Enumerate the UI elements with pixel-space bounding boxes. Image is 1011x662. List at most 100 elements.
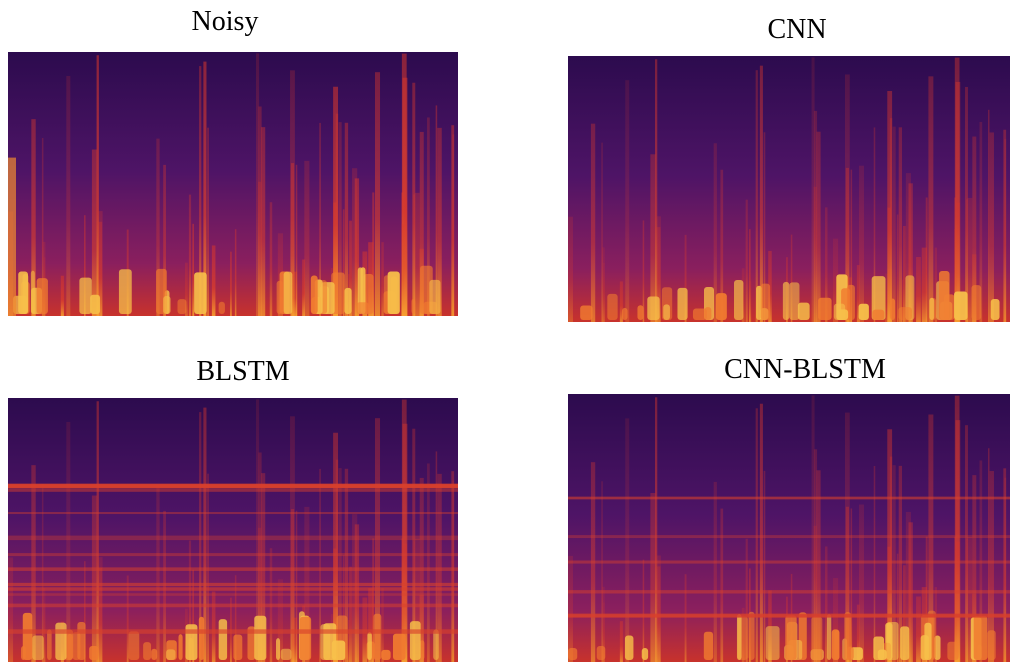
spectrogram-streak (825, 207, 828, 322)
spectrogram-blob (890, 298, 896, 320)
spectrogram-blob (151, 648, 158, 660)
spectrogram-streak (163, 164, 166, 316)
spectrogram-streak (256, 399, 260, 662)
spectrogram-streak (338, 122, 342, 316)
spectrogram-streak (745, 538, 748, 662)
spectrogram-streak (437, 127, 442, 316)
spectrogram-streak (342, 209, 345, 316)
spectrogram-blob (607, 293, 618, 320)
spectrogram-streak (185, 262, 188, 316)
spectrogram-streak (987, 448, 990, 662)
spectrogram-streak (833, 578, 839, 662)
spectrogram-streak (295, 510, 298, 662)
spectrogram-blob (748, 611, 755, 660)
spectrogram-streak (435, 451, 438, 662)
spectrogram-streak (342, 555, 345, 662)
spectrogram-blob (844, 612, 852, 660)
spectrogram-band (8, 512, 458, 515)
spectrogram-blob (568, 648, 578, 660)
spectrogram-streak (956, 541, 960, 662)
spectrogram-blob (280, 648, 292, 660)
spectrogram-streak (887, 429, 893, 662)
spectrogram-streak (290, 416, 295, 662)
spectrogram-streak (896, 214, 899, 322)
spectrogram-blob (36, 278, 48, 314)
spectrogram-streak (844, 74, 850, 322)
spectrogram-blob (331, 640, 346, 660)
panel-title: CNN (767, 14, 826, 45)
spectrogram-streak (258, 106, 262, 316)
spectrogram-streak (811, 57, 815, 322)
spectrogram-streak (401, 223, 405, 316)
spectrogram-streak (979, 460, 983, 662)
spectrogram-blob (934, 635, 941, 660)
spectrogram-blob (782, 281, 790, 320)
spectrogram-streak (256, 53, 260, 316)
spectrogram-streak (603, 602, 605, 662)
spectrogram-streak (199, 66, 202, 316)
spectrogram-streak (304, 160, 310, 316)
spectrogram-streak (258, 452, 262, 662)
spectrogram-streak (414, 192, 420, 316)
spectrogram-blob (765, 626, 780, 660)
spectrogram-streak (954, 395, 960, 662)
spectrogram-blob (177, 299, 187, 314)
spectrogram-blob (833, 303, 846, 320)
spectrogram-streak (921, 247, 927, 322)
spectrogram-streak (333, 86, 339, 316)
spectrogram-streak (892, 126, 896, 322)
spectrogram-streak (435, 105, 438, 316)
spectrogram-blob (411, 298, 416, 314)
spectrogram-streak (344, 122, 349, 316)
spectrogram-streak (916, 256, 921, 322)
spectrogram-streak (720, 508, 724, 662)
spectrogram-blob (734, 279, 744, 320)
spectrogram-streak (908, 522, 913, 662)
spectrogram-blob (736, 614, 742, 660)
spectrogram-streak (451, 471, 455, 662)
spectrogram-blob (954, 291, 968, 320)
spectrogram-blob (834, 629, 840, 660)
spectrogram-blob (392, 633, 406, 660)
spectrogram-blob (580, 305, 593, 320)
spectrogram-blob (871, 276, 886, 320)
spectrogram-streak (650, 493, 656, 662)
spectrogram-streak (96, 55, 99, 316)
spectrogram-blob (233, 634, 243, 660)
spectrogram-streak (319, 122, 321, 316)
spectrogram-streak (684, 574, 687, 662)
spectrogram-streak (654, 59, 658, 323)
spectrogram-blob (247, 626, 256, 660)
spectrogram-streak (590, 123, 596, 322)
spectrogram-streak (207, 127, 209, 317)
spectrogram-streak (898, 465, 903, 662)
spectrogram-streak (295, 164, 298, 316)
spectrogram-streak (650, 154, 656, 322)
spectrogram-streak (833, 238, 839, 322)
spectrogram-streak (850, 508, 853, 662)
spectrogram-band (8, 567, 458, 571)
spectrogram-streak (352, 168, 358, 316)
spectrogram-band (8, 603, 458, 608)
spectrogram-streak (928, 414, 934, 662)
spectrogram-blob (381, 649, 391, 660)
spectrogram-streak (892, 465, 896, 662)
spectrogram-streak (427, 117, 430, 316)
spectrogram-blob (163, 295, 171, 314)
spectrogram-streak (755, 70, 758, 323)
spectrogram-blob (703, 631, 714, 660)
spectrogram-blob (877, 649, 887, 660)
spectrogram-streak (844, 412, 850, 662)
spectrogram-blob (677, 287, 688, 320)
spectrogram-streak (84, 561, 86, 662)
spectrogram-band (8, 483, 458, 489)
spectrogram-streak (568, 216, 573, 322)
spectrogram-streak (354, 178, 360, 316)
spectrogram-streak (603, 262, 605, 322)
spectrogram-blob (797, 302, 810, 320)
spectrogram-streak (825, 546, 828, 662)
spectrogram-streak (349, 566, 352, 662)
spectrogram-band (8, 488, 458, 492)
spectrogram-streak (156, 484, 160, 662)
